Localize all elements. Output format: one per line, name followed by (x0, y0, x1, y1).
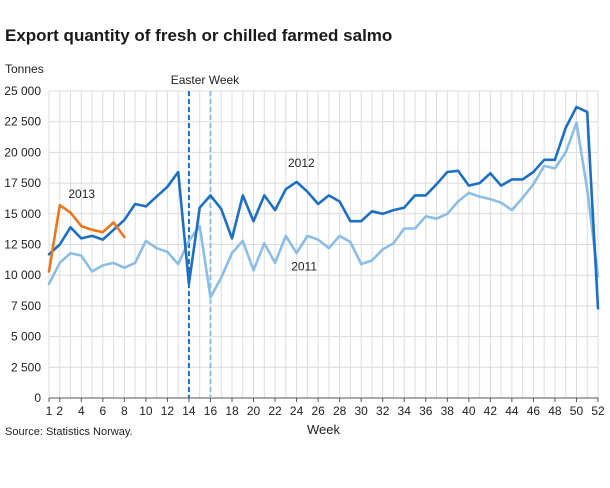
x-tick-label: 24 (290, 404, 304, 418)
x-tick-label: 6 (99, 404, 106, 418)
annotation-label: Easter Week (171, 73, 240, 87)
x-tick-label: 2 (56, 404, 63, 418)
x-tick-label: 34 (398, 404, 412, 418)
series-line-2012 (47, 105, 600, 310)
series-line-2011 (47, 121, 600, 299)
x-tick-label: 26 (311, 404, 325, 418)
x-tick-label: 32 (376, 404, 390, 418)
source-text: Statistics Norway. (45, 426, 133, 438)
series-line-2013 (47, 203, 126, 273)
y-tick-label: 17 500 (4, 176, 41, 190)
y-tick-label: 2 500 (11, 360, 41, 374)
y-tick-label: 0 (34, 391, 41, 405)
x-tick-label: 48 (548, 404, 562, 418)
x-tick-label: 16 (204, 404, 218, 418)
series-label-2011: 2011 (291, 259, 317, 273)
x-tick-label: 46 (527, 404, 541, 418)
x-tick-label: 30 (354, 404, 368, 418)
x-tick-label: 28 (333, 404, 347, 418)
x-tick-label: 18 (225, 404, 239, 418)
x-tick-label: 1 (46, 404, 53, 418)
x-tick-label: 50 (570, 404, 584, 418)
y-axis-title: Tonnes (5, 62, 44, 76)
x-tick-label: 44 (505, 404, 519, 418)
chart-title: Export quantity of fresh or chilled farm… (5, 26, 393, 45)
y-tick-label: 5 000 (11, 330, 41, 344)
x-tick-label: 38 (441, 404, 455, 418)
x-tick-label: 52 (591, 404, 605, 418)
source-note: Source: Statistics Norway. (5, 426, 133, 438)
y-tick-label: 20 000 (4, 145, 41, 159)
series-label-2013: 2013 (68, 187, 95, 201)
y-tick-label: 15 000 (4, 207, 41, 221)
y-tick-label: 25 000 (4, 84, 41, 98)
x-tick-label: 14 (182, 404, 196, 418)
x-tick-label: 42 (484, 404, 498, 418)
x-tick-label: 8 (121, 404, 128, 418)
x-tick-label: 40 (462, 404, 476, 418)
series-label-2012: 2012 (288, 156, 315, 170)
x-axis-title: Week (307, 422, 340, 437)
x-tick-label: 10 (139, 404, 153, 418)
x-tick-label: 12 (161, 404, 175, 418)
x-tick-label: 36 (419, 404, 433, 418)
x-tick-label: 20 (247, 404, 261, 418)
x-tick-label: 22 (268, 404, 282, 418)
y-tick-label: 22 500 (4, 115, 41, 129)
y-tick-label: 12 500 (4, 238, 41, 252)
y-tick-label: 10 000 (4, 268, 41, 282)
y-tick-label: 7 500 (11, 299, 41, 313)
x-tick-label: 4 (78, 404, 85, 418)
